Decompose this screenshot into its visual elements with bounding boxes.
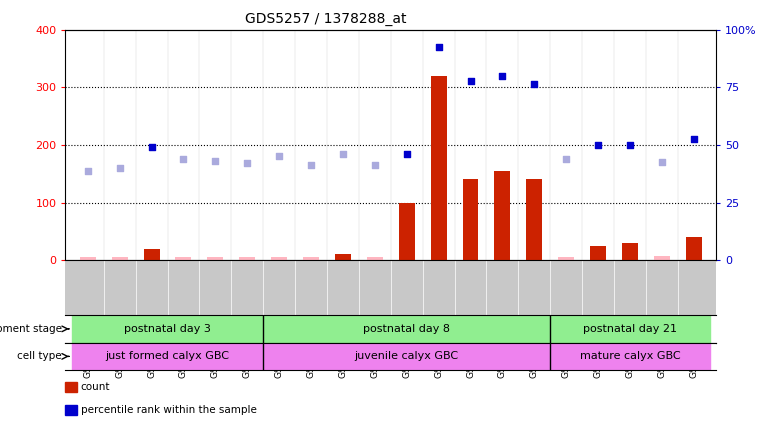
Bar xyxy=(654,255,670,260)
Point xyxy=(273,153,286,160)
Bar xyxy=(263,315,551,343)
Text: cell type: cell type xyxy=(17,352,62,361)
Bar xyxy=(239,257,255,260)
Text: postnatal day 3: postnatal day 3 xyxy=(124,324,211,334)
Point xyxy=(656,159,668,165)
Bar xyxy=(551,343,710,370)
Point xyxy=(624,141,636,148)
Point xyxy=(146,143,158,150)
Point xyxy=(209,158,222,165)
Point xyxy=(369,162,381,168)
Bar xyxy=(551,315,710,343)
Point xyxy=(82,168,94,174)
Bar xyxy=(686,237,701,260)
Point xyxy=(688,136,700,143)
Point xyxy=(177,156,189,163)
Point xyxy=(113,165,126,171)
Point xyxy=(528,81,541,88)
Bar xyxy=(494,171,511,260)
Text: development stage: development stage xyxy=(0,324,62,334)
Bar xyxy=(335,254,351,260)
Point xyxy=(400,150,413,157)
Point xyxy=(241,160,253,167)
Bar xyxy=(463,179,478,260)
Bar xyxy=(303,257,319,260)
Bar xyxy=(430,76,447,260)
Bar xyxy=(72,315,263,343)
Point xyxy=(305,162,317,168)
Bar xyxy=(367,257,383,260)
Bar xyxy=(558,257,574,260)
Text: postnatal day 8: postnatal day 8 xyxy=(363,324,450,334)
Text: mature calyx GBC: mature calyx GBC xyxy=(580,352,681,361)
Bar xyxy=(527,179,542,260)
Bar xyxy=(207,257,223,260)
Point xyxy=(336,150,349,157)
Bar xyxy=(176,257,192,260)
Bar xyxy=(399,203,415,260)
Title: GDS5257 / 1378288_at: GDS5257 / 1378288_at xyxy=(245,12,407,26)
Bar xyxy=(72,343,263,370)
Text: percentile rank within the sample: percentile rank within the sample xyxy=(81,405,256,415)
Point xyxy=(592,141,604,148)
Bar xyxy=(590,246,606,260)
Bar xyxy=(80,257,95,260)
Point xyxy=(496,72,508,79)
Point xyxy=(433,44,445,50)
Bar xyxy=(263,343,551,370)
Bar xyxy=(143,249,159,260)
Point xyxy=(464,78,477,85)
Text: just formed calyx GBC: just formed calyx GBC xyxy=(105,352,229,361)
Text: count: count xyxy=(81,382,110,392)
Point xyxy=(560,156,572,163)
Bar xyxy=(622,243,638,260)
Bar xyxy=(271,257,287,260)
Text: juvenile calyx GBC: juvenile calyx GBC xyxy=(355,352,459,361)
Bar xyxy=(112,257,128,260)
Text: postnatal day 21: postnatal day 21 xyxy=(583,324,677,334)
